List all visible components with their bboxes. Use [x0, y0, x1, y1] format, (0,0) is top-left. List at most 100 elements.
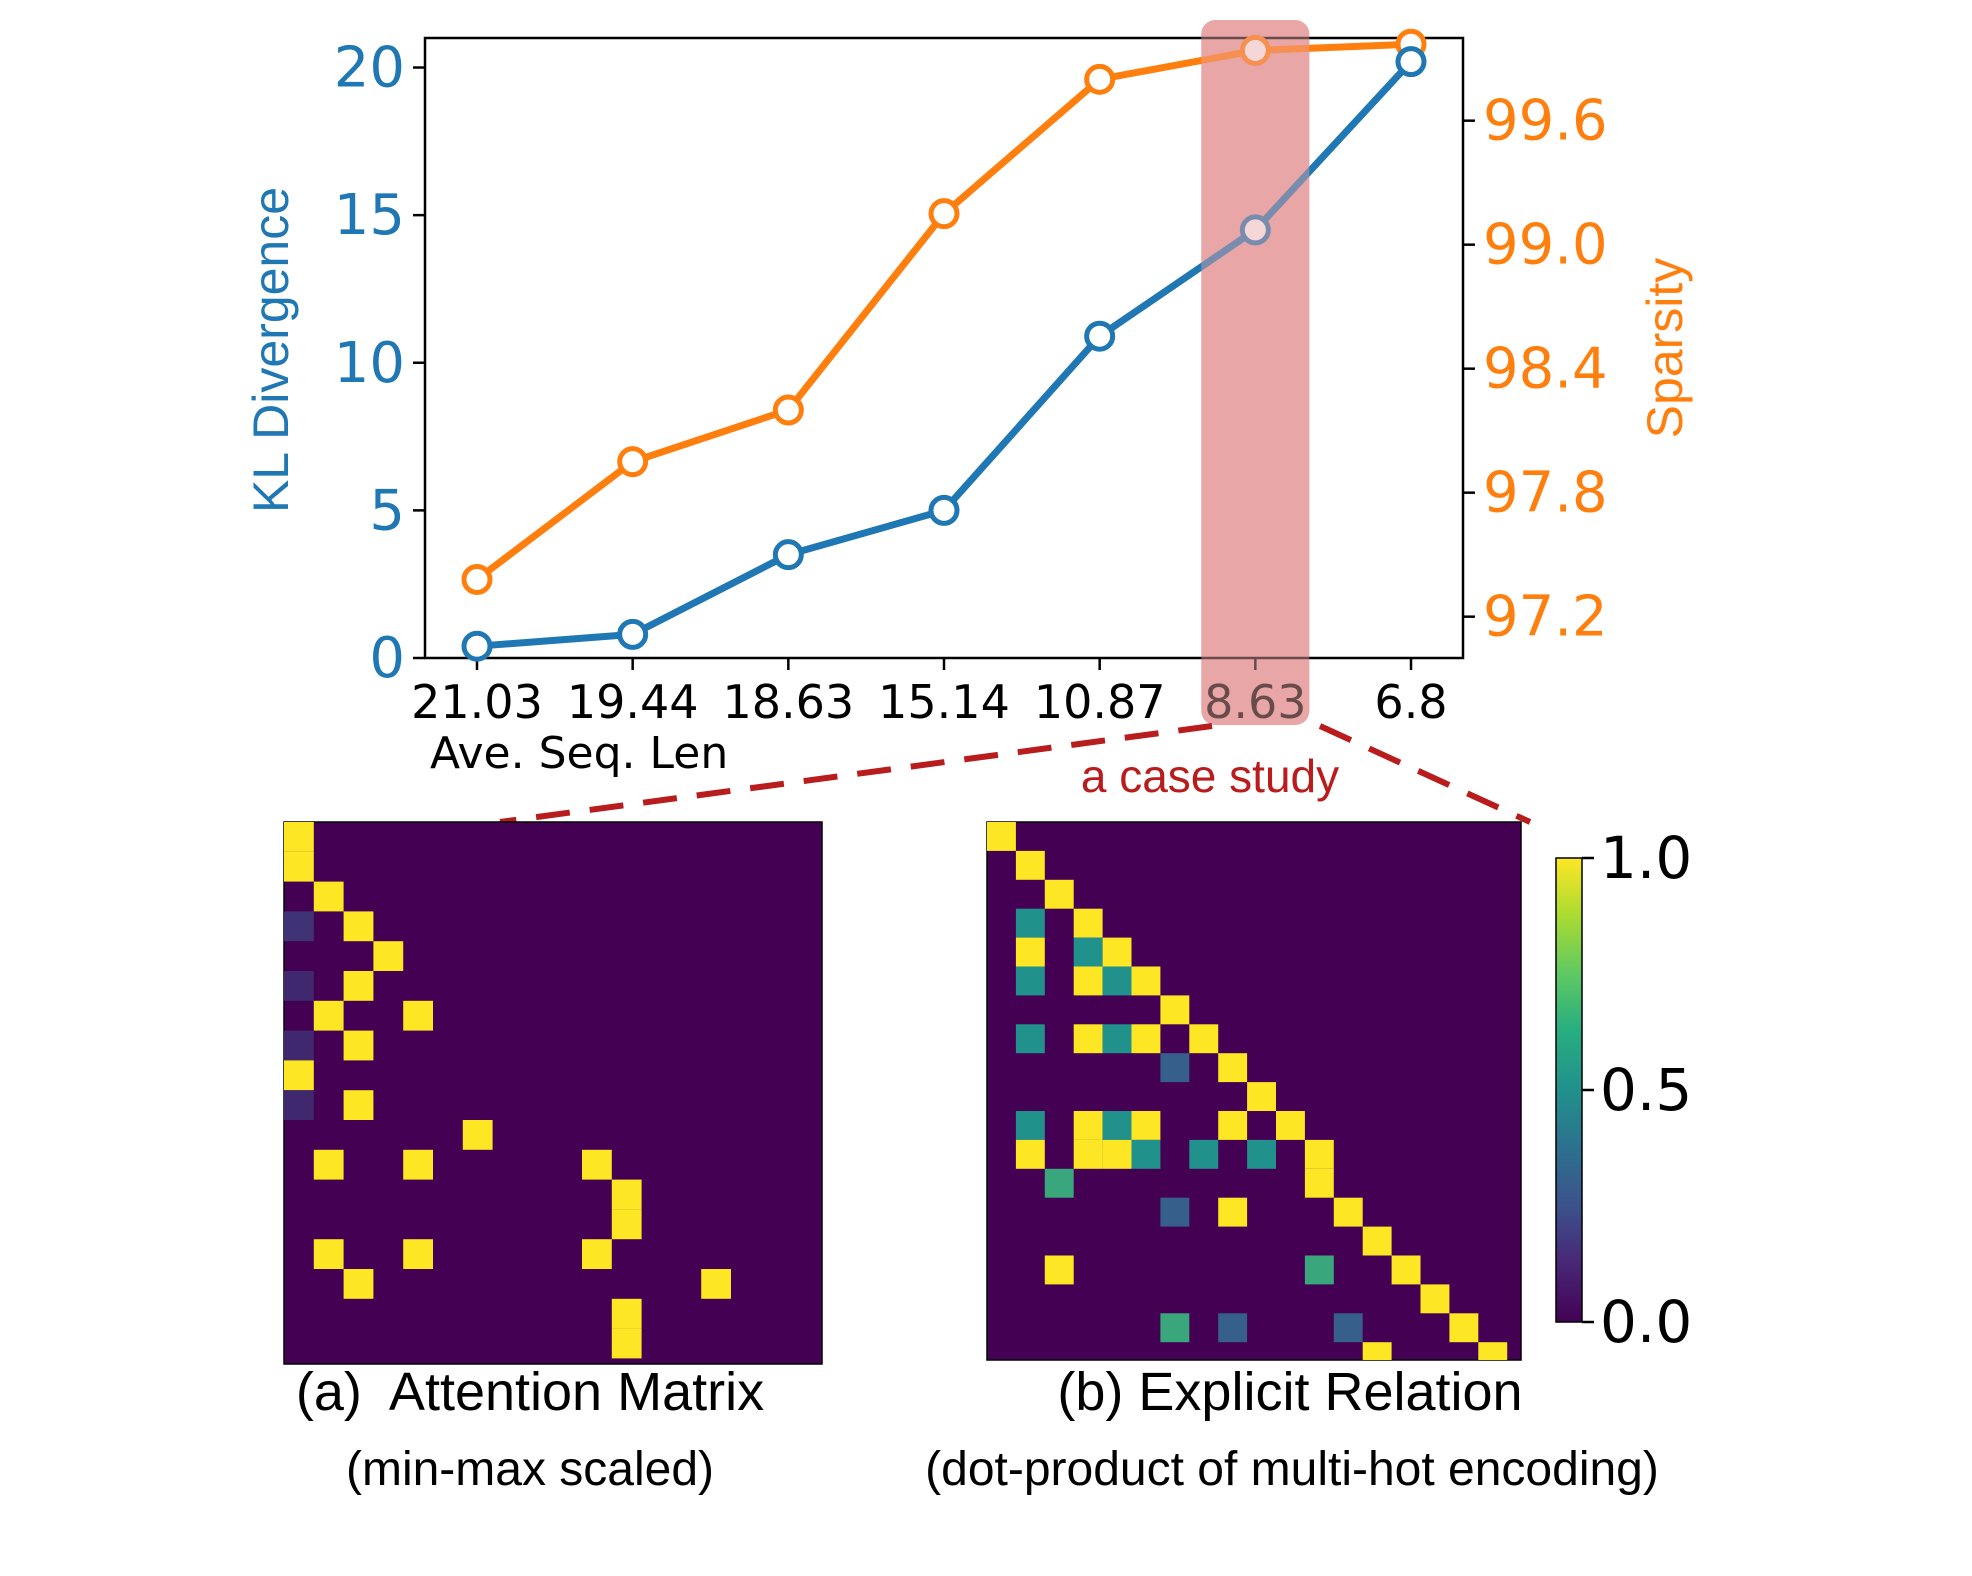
data-point — [1084, 63, 1116, 95]
right-y-axis-label: Sparsity — [1637, 258, 1693, 439]
series-layer — [461, 20, 1427, 725]
right-y-tick-label: 97.8 — [1483, 461, 1608, 526]
data-point — [1239, 34, 1271, 66]
heatmap-cell — [1160, 1053, 1190, 1083]
right-y-tick-label: 99.0 — [1483, 213, 1608, 278]
heatmap-cell — [1189, 1024, 1219, 1054]
heatmap-cell — [1073, 1111, 1103, 1140]
heatmap-cell — [1333, 1197, 1363, 1227]
x-tick-label: 10.87 — [1034, 675, 1166, 729]
heatmap-cell — [1015, 1111, 1045, 1140]
heatmap-cell — [1102, 1139, 1132, 1169]
heatmap-cell — [1420, 1284, 1450, 1314]
data-point — [617, 618, 649, 650]
connector-left-dashed — [499, 723, 1213, 825]
heatmap-cell — [1073, 966, 1103, 996]
heatmap-cell — [1218, 1197, 1248, 1227]
right-y-axis: 97.2 97.8 98.4 99.0 99.6 — [1463, 89, 1608, 650]
heatmap-cell — [1015, 1139, 1045, 1169]
heatmap-cell — [611, 1179, 642, 1210]
heatmap-cell — [1073, 937, 1103, 967]
heatmap-a-subtitle: (min-max scaled) — [346, 1443, 714, 1496]
heatmap-cell — [1276, 1111, 1305, 1140]
left-y-axis-label: KL Divergence — [243, 187, 299, 513]
heatmap-a-title: (a) Attention Matrix — [296, 1362, 764, 1422]
left-y-tick-label: 0 — [369, 626, 405, 691]
data-point — [461, 563, 493, 595]
heatmap-cell — [284, 1060, 314, 1091]
heatmap-cell — [1333, 1313, 1363, 1343]
heatmap-cell — [1247, 1139, 1276, 1169]
heatmap-cell — [1073, 908, 1103, 938]
data-point — [928, 198, 960, 230]
heatmap-cell — [1073, 1139, 1103, 1169]
heatmap-cell — [1391, 1255, 1421, 1285]
data-point — [461, 630, 493, 662]
heatmap-cell — [1478, 1342, 1508, 1360]
heatmap-cell — [284, 971, 314, 1001]
heatmap-cell — [1073, 1024, 1103, 1054]
x-tick-label: 21.03 — [411, 675, 543, 729]
heatmap-cell — [343, 1090, 374, 1120]
heatmap-cell — [1218, 1111, 1248, 1140]
data-point — [617, 446, 649, 478]
x-tick-label: 15.14 — [878, 675, 1010, 729]
heatmap-b-title: (b) Explicit Relation — [1057, 1362, 1522, 1422]
heatmap-cell — [1015, 850, 1045, 880]
left-y-tick-label: 5 — [369, 478, 405, 543]
heatmap-cell — [1131, 1111, 1161, 1140]
x-tick-label: 19.44 — [567, 675, 699, 729]
x-axis: 21.03 19.44 18.63 15.14 10.87 8.63 6.8 — [411, 658, 1448, 729]
heatmap-cell — [313, 1149, 344, 1180]
heatmap-cell — [987, 822, 1016, 851]
colorbar: 1.0 0.5 0.0 — [1555, 824, 1692, 1356]
heatmap-cell — [1218, 1313, 1248, 1343]
heatmap-cell — [1044, 1255, 1074, 1285]
heatmap-cell — [284, 822, 314, 852]
colorbar-gradient — [1555, 857, 1583, 1323]
heatmap-cell — [1102, 1024, 1132, 1054]
heatmap-attention-matrix — [283, 821, 823, 1365]
heatmap-cell — [582, 1149, 612, 1180]
heatmap-cell — [343, 911, 374, 942]
heatmap-cell — [1015, 937, 1045, 967]
heatmap-cell — [373, 941, 404, 971]
x-tick-label: 18.63 — [722, 675, 854, 729]
heatmap-cell — [1189, 1139, 1219, 1169]
heatmap-cell — [343, 971, 374, 1001]
x-axis-label: Ave. Seq. Len — [430, 728, 728, 779]
heatmap-cell — [1247, 1082, 1276, 1111]
heatmap-cell — [403, 1149, 433, 1180]
heatmap-cell — [582, 1239, 612, 1269]
heatmap-cell — [1160, 1313, 1190, 1343]
heatmap-cell — [1131, 1139, 1161, 1169]
heatmap-cell — [284, 1090, 314, 1120]
heatmap-cell — [1044, 879, 1074, 909]
case-study-annotation: a case study — [1081, 750, 1339, 802]
heatmap-cell — [313, 881, 344, 912]
heatmap-cell — [1362, 1226, 1392, 1256]
data-point — [928, 494, 960, 526]
heatmap-cell — [1044, 1168, 1074, 1198]
connector-right-dashed — [1318, 723, 1532, 825]
heatmap-cell — [1160, 1197, 1190, 1227]
heatmap-cell — [1449, 1313, 1479, 1343]
heatmap-cell — [284, 851, 314, 882]
right-y-tick-label: 98.4 — [1483, 337, 1608, 402]
data-point — [1395, 46, 1427, 78]
heatmap-cell — [611, 1298, 642, 1329]
highlight-overlay — [1201, 20, 1310, 725]
left-y-tick-label: 20 — [334, 36, 405, 101]
heatmap-explicit-relation — [986, 821, 1522, 1361]
heatmap-cell — [313, 1239, 344, 1269]
heatmap-cell — [343, 1269, 374, 1299]
data-point — [772, 394, 804, 426]
heatmap-cell — [403, 1239, 433, 1269]
data-point — [772, 539, 804, 571]
heatmap-cell — [1015, 1024, 1045, 1054]
heatmap-cell — [1015, 966, 1045, 996]
heatmap-cell — [1304, 1139, 1334, 1169]
heatmap-cell — [1131, 1024, 1161, 1054]
heatmap-cell — [1102, 937, 1132, 967]
